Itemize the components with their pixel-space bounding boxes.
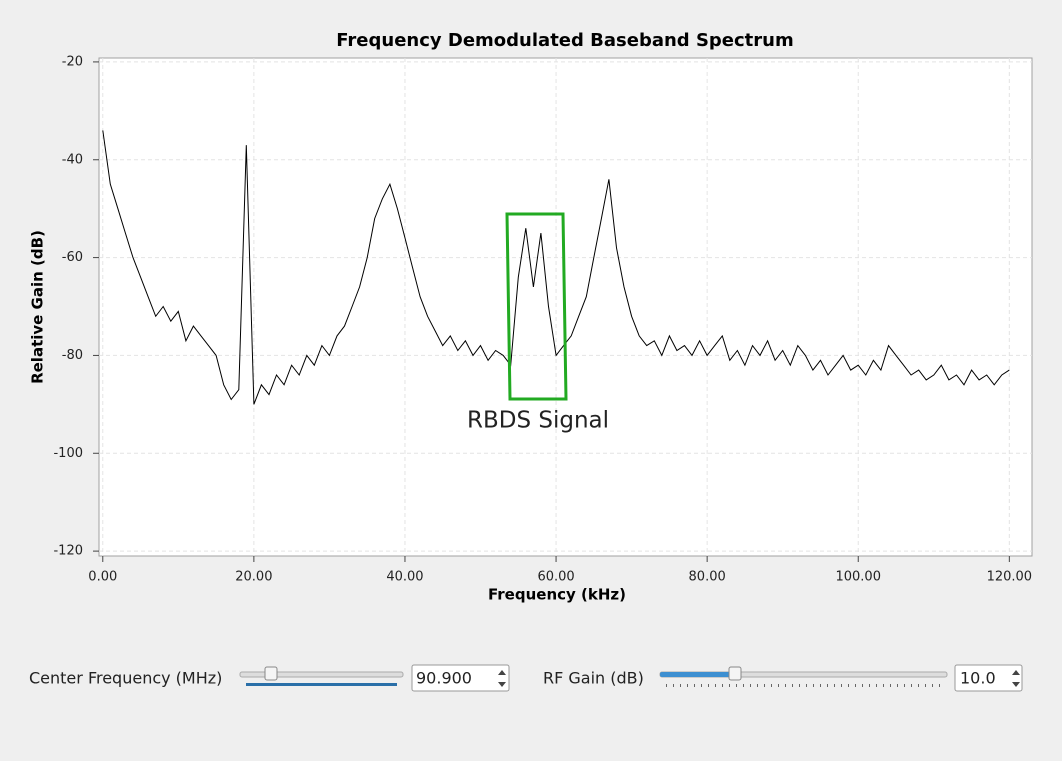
x-tick-label: 40.00 — [386, 570, 423, 585]
slider-fill — [660, 672, 735, 677]
chart-title: Frequency Demodulated Baseband Spectrum — [336, 30, 793, 51]
highlight-box — [505, 212, 568, 401]
control-label: RF Gain (dB) — [543, 669, 644, 688]
spinbox[interactable] — [411, 664, 510, 692]
spinbox-value: 90.900 — [416, 669, 472, 688]
slider-progress — [246, 683, 397, 686]
y-tick-label: -40 — [62, 152, 83, 167]
x-tick-label: 100.00 — [835, 570, 881, 585]
slider-groove[interactable] — [239, 671, 404, 678]
x-tick-label: 80.00 — [689, 570, 726, 585]
control-label: Center Frequency (MHz) — [29, 669, 222, 688]
spinbox[interactable] — [954, 664, 1023, 692]
x-tick-label: 20.00 — [235, 570, 272, 585]
slider-handle[interactable] — [728, 666, 742, 681]
spin-arrows[interactable] — [498, 670, 506, 687]
y-tick-label: -100 — [53, 446, 83, 461]
x-tick-label: 60.00 — [537, 570, 574, 585]
spinbox-value: 10.0 — [960, 669, 996, 688]
spin-arrows[interactable] — [1012, 670, 1020, 687]
x-tick-label: 0.00 — [88, 570, 117, 585]
y-tick-label: -20 — [62, 54, 83, 69]
slider-handle[interactable] — [264, 666, 278, 681]
y-axis-label: Relative Gain (dB) — [29, 230, 47, 384]
y-tick-label: -60 — [62, 250, 83, 265]
y-tick-label: -80 — [62, 348, 83, 363]
x-tick-label: 120.00 — [987, 570, 1033, 585]
x-axis-label: Frequency (kHz) — [488, 586, 626, 604]
annotation: RBDS Signal — [467, 408, 609, 434]
spectrum-line — [102, 130, 1010, 405]
y-tick-label: -120 — [53, 544, 83, 559]
